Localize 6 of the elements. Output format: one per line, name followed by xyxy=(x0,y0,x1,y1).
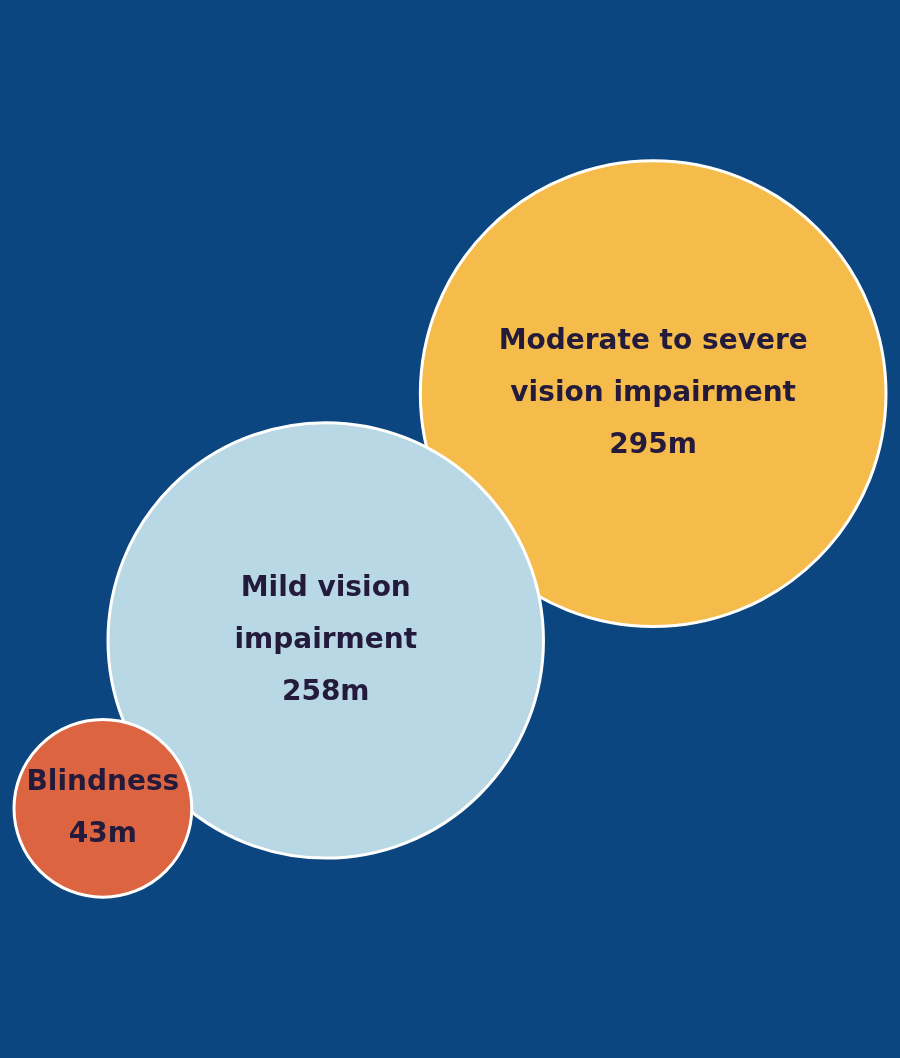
data-label: 43m xyxy=(68,815,137,849)
category-label: Mild vision impairment xyxy=(234,569,418,655)
category-label: Blindness xyxy=(26,763,180,797)
category-label: Moderate to severe vision impairment xyxy=(498,322,808,408)
data-label: 258m xyxy=(281,673,370,707)
data-label: 295m xyxy=(609,426,697,460)
